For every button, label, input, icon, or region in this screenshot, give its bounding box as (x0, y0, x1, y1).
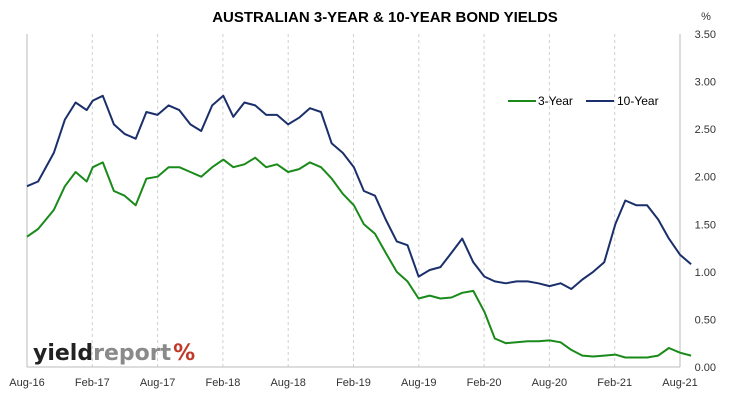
y-tick-label: 1.00 (695, 267, 716, 279)
x-tick-label: Aug-16 (9, 377, 44, 389)
x-tick-label: Aug-18 (270, 377, 305, 389)
y-axis-ticks: 0.00 0.50 1.00 1.50 2.00 2.50 3.00 3.50 (695, 29, 716, 374)
chart-title: AUSTRALIAN 3-YEAR & 10-YEAR BOND YIELDS (212, 9, 558, 26)
y-tick-label: 3.00 (695, 77, 716, 89)
logo-text: yieldreport% (33, 341, 195, 366)
y-tick-label: 2.50 (695, 124, 716, 136)
y-tick-label: 3.50 (695, 29, 716, 41)
logo-word-report: report (93, 341, 171, 366)
x-tick-label: Aug-20 (532, 377, 567, 389)
grid-lines (26, 34, 681, 368)
x-axis-ticks: Aug-16 Feb-17 Aug-17 Feb-18 Aug-18 Feb-19 Aug-… (9, 377, 697, 389)
legend-label-10-year: 10-Year (617, 94, 659, 108)
series-line-10-year (26, 94, 692, 290)
legend: 3-Year 10-Year (508, 94, 659, 108)
legend-label-3-year: 3-Year (538, 94, 573, 108)
series-lines (26, 94, 692, 359)
x-tick-label: Feb-20 (467, 377, 502, 389)
x-tick-label: Aug-19 (401, 377, 436, 389)
x-tick-label: Aug-21 (662, 377, 697, 389)
y-tick-label: 0.00 (695, 362, 716, 374)
x-tick-label: Feb-17 (75, 377, 110, 389)
y-tick-label: 1.50 (695, 219, 716, 231)
y-axis-unit: % (701, 11, 711, 23)
y-tick-label: 2.00 (695, 172, 716, 184)
x-tick-label: Aug-17 (140, 377, 175, 389)
y-tick-label: 0.50 (695, 314, 716, 326)
x-tick-label: Feb-18 (205, 377, 240, 389)
logo-percent-symbol: % (173, 341, 195, 366)
series-line-3-year (26, 156, 692, 359)
yieldreport-logo: yieldreport% (33, 341, 195, 366)
x-tick-label: Feb-19 (336, 377, 371, 389)
logo-word-yield: yield (33, 341, 93, 366)
x-tick-label: Feb-21 (597, 377, 632, 389)
